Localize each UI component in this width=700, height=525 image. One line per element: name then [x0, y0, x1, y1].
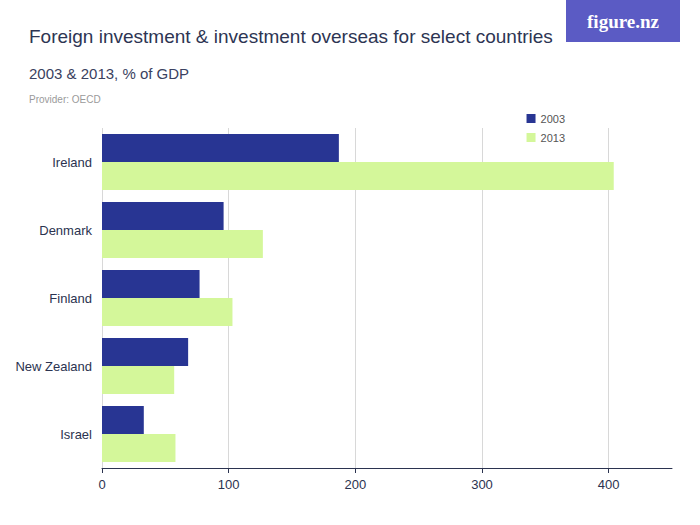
svg-text:2003: 2003	[541, 113, 565, 125]
svg-text:2003 & 2013, % of GDP: 2003 & 2013, % of GDP	[29, 65, 189, 82]
svg-text:figure.nz: figure.nz	[587, 11, 660, 32]
svg-text:0: 0	[98, 477, 105, 492]
svg-text:Finland: Finland	[49, 291, 92, 306]
svg-text:New Zealand: New Zealand	[15, 359, 92, 374]
svg-text:300: 300	[471, 477, 493, 492]
svg-text:2013: 2013	[541, 132, 565, 144]
svg-text:100: 100	[218, 477, 240, 492]
svg-text:Provider: OECD: Provider: OECD	[29, 94, 101, 105]
svg-text:400: 400	[598, 477, 620, 492]
svg-text:Foreign investment & investmen: Foreign investment & investment overseas…	[29, 26, 553, 47]
svg-text:Ireland: Ireland	[52, 155, 92, 170]
svg-text:200: 200	[344, 477, 366, 492]
svg-text:Denmark: Denmark	[39, 223, 92, 238]
svg-text:Israel: Israel	[60, 427, 92, 442]
